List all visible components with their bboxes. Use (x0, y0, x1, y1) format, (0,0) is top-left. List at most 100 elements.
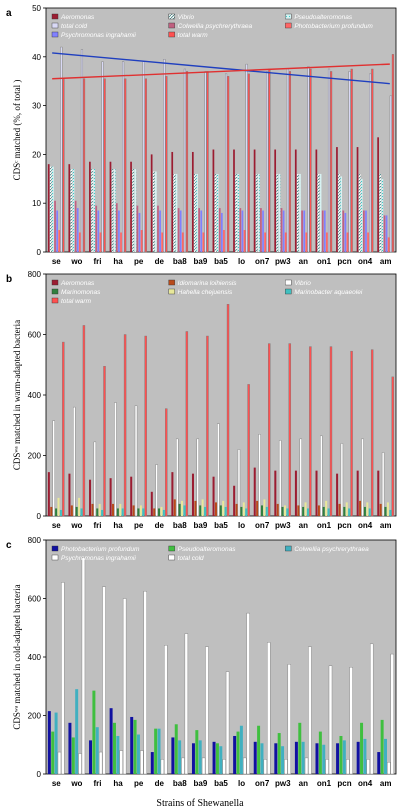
bar (154, 728, 158, 774)
bar (242, 502, 245, 516)
bar (80, 49, 84, 253)
bar (124, 78, 127, 253)
bar (299, 438, 302, 517)
legend-swatch (51, 288, 59, 295)
legend-entry: Aeromonas (60, 280, 95, 287)
category-label: on7 (255, 521, 270, 530)
bar (240, 506, 243, 516)
bar (377, 752, 381, 774)
bar (260, 208, 262, 252)
bar (294, 470, 297, 516)
bar (288, 343, 292, 517)
bar (276, 503, 279, 516)
bar (277, 733, 281, 774)
bar (191, 473, 194, 516)
legend-entry: Psychromonas ingrahamii (61, 555, 136, 562)
y-tick-label: 50 (32, 4, 41, 13)
bar (309, 68, 312, 253)
legend-entry: Marinomonas (61, 289, 101, 296)
trend-line (52, 52, 390, 85)
bar (384, 738, 387, 774)
bar (360, 722, 364, 774)
bar (225, 671, 230, 775)
bar (73, 406, 76, 517)
bar (142, 61, 145, 253)
bar (89, 161, 91, 252)
bar (339, 735, 343, 774)
bar (75, 689, 79, 774)
bar (263, 759, 268, 775)
category-label: wo (70, 257, 82, 266)
bar (89, 479, 92, 516)
bar (245, 63, 248, 253)
bar (201, 499, 204, 516)
category-label: am (380, 257, 392, 266)
bar (307, 66, 310, 253)
bar (298, 722, 302, 774)
bar (390, 653, 394, 775)
bar (278, 173, 281, 252)
bar (239, 208, 242, 252)
category-label: se (52, 521, 61, 530)
category-label: ba5 (214, 521, 228, 530)
bar (76, 208, 79, 252)
bar (226, 304, 230, 517)
bar (306, 508, 309, 516)
bar (160, 759, 165, 775)
bar (264, 232, 266, 252)
y-tick-label: 40 (32, 53, 41, 62)
bar (283, 505, 286, 516)
bar (266, 71, 269, 253)
legend-entry: total warm (178, 32, 209, 39)
bar (233, 149, 235, 252)
bar (284, 232, 287, 252)
bar (348, 71, 351, 253)
bar (225, 73, 228, 253)
bar (227, 76, 230, 253)
bar (119, 503, 122, 516)
category-label: ba8 (173, 521, 187, 530)
bar (359, 500, 362, 516)
category-label: ba8 (173, 257, 187, 266)
bar (98, 503, 101, 516)
bar (70, 505, 73, 516)
bar (233, 485, 236, 516)
bar (75, 506, 78, 516)
bar (274, 149, 277, 252)
bar (121, 508, 124, 516)
bar (381, 452, 385, 517)
bar (356, 147, 359, 252)
bar (122, 61, 125, 253)
bar (219, 746, 223, 774)
bar (140, 750, 144, 775)
bar (164, 645, 168, 775)
bar (52, 420, 55, 517)
bar (284, 759, 288, 775)
bar (132, 505, 135, 516)
bar (91, 503, 94, 516)
bar (325, 500, 328, 516)
bar (113, 169, 116, 252)
category-label: de (155, 257, 165, 266)
bar (237, 173, 240, 252)
bar (97, 210, 100, 252)
bar (161, 232, 164, 252)
bar (144, 78, 147, 253)
bar (256, 500, 259, 516)
bar (99, 232, 102, 252)
category-label: pw3 (275, 779, 291, 788)
bar (380, 719, 384, 774)
bar (253, 149, 256, 252)
bar (363, 738, 367, 774)
bar (260, 505, 263, 516)
bar (239, 725, 243, 774)
bar (325, 759, 329, 775)
bar (171, 472, 174, 516)
bar (315, 149, 318, 252)
category-label: an (299, 779, 308, 788)
bar (303, 210, 306, 252)
bar (191, 743, 195, 774)
bar (245, 508, 248, 516)
category-label: ha (113, 257, 123, 266)
bar (287, 664, 292, 775)
